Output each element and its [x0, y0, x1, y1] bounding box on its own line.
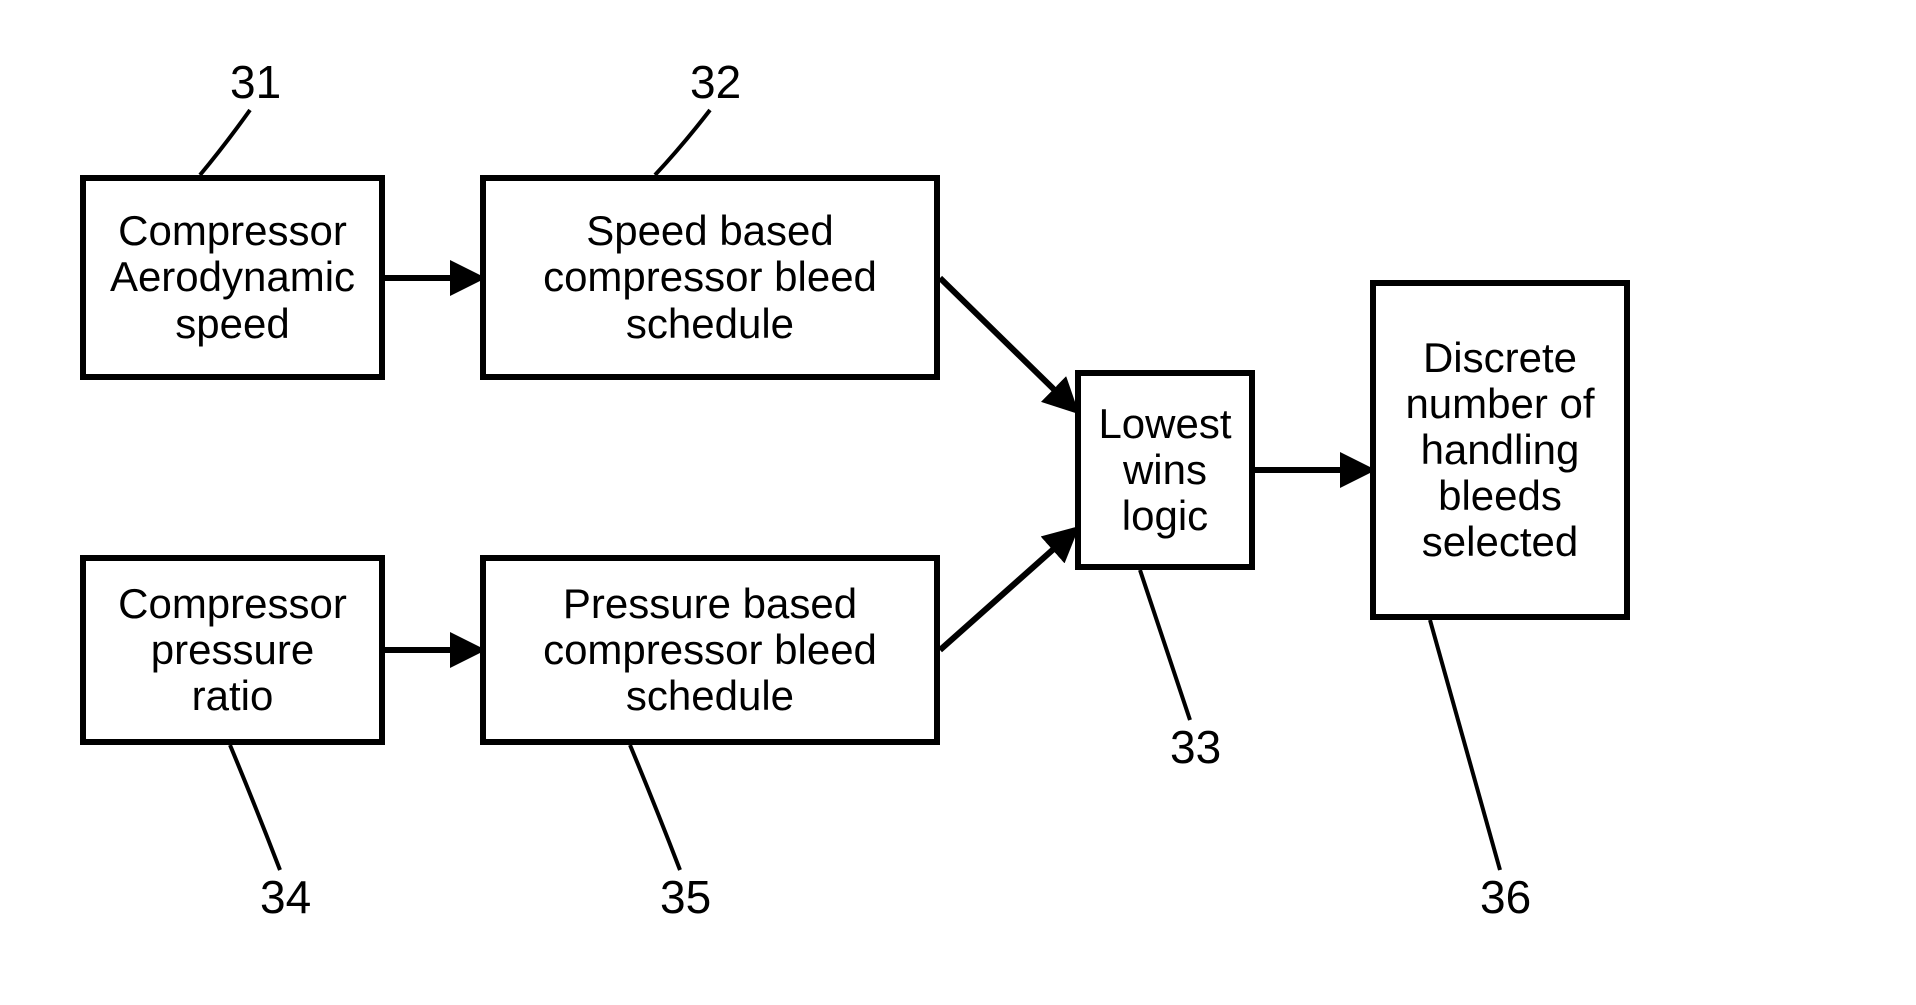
leader-line: [200, 110, 250, 175]
leader-line: [1140, 570, 1190, 720]
node-speed-based-schedule: Speed basedcompressor bleedschedule: [480, 175, 940, 380]
node-label: Pressure basedcompressor bleedschedule: [543, 581, 877, 720]
ref-label-33: 33: [1170, 720, 1221, 774]
node-compressor-pressure-ratio: Compressorpressureratio: [80, 555, 385, 745]
ref-label-34: 34: [260, 870, 311, 924]
diagram-canvas: CompressorAerodynamicspeed Speed basedco…: [0, 0, 1916, 1005]
node-label: CompressorAerodynamicspeed: [110, 208, 355, 347]
node-pressure-based-schedule: Pressure basedcompressor bleedschedule: [480, 555, 940, 745]
ref-label-35: 35: [660, 870, 711, 924]
node-label: Lowestwinslogic: [1098, 401, 1231, 540]
arrow: [940, 278, 1075, 410]
node-lowest-wins-logic: Lowestwinslogic: [1075, 370, 1255, 570]
node-label: Speed basedcompressor bleedschedule: [543, 208, 877, 347]
leader-line: [655, 110, 710, 175]
ref-label-36: 36: [1480, 870, 1531, 924]
node-label: Compressorpressureratio: [118, 581, 347, 720]
leader-line: [1430, 620, 1500, 870]
node-label: Discretenumber ofhandlingbleedsselected: [1405, 335, 1594, 566]
ref-label-31: 31: [230, 55, 281, 109]
node-discrete-bleeds-selected: Discretenumber ofhandlingbleedsselected: [1370, 280, 1630, 620]
arrow: [940, 530, 1075, 650]
leader-line: [630, 745, 680, 870]
ref-label-32: 32: [690, 55, 741, 109]
leader-line: [230, 745, 280, 870]
node-compressor-aero-speed: CompressorAerodynamicspeed: [80, 175, 385, 380]
